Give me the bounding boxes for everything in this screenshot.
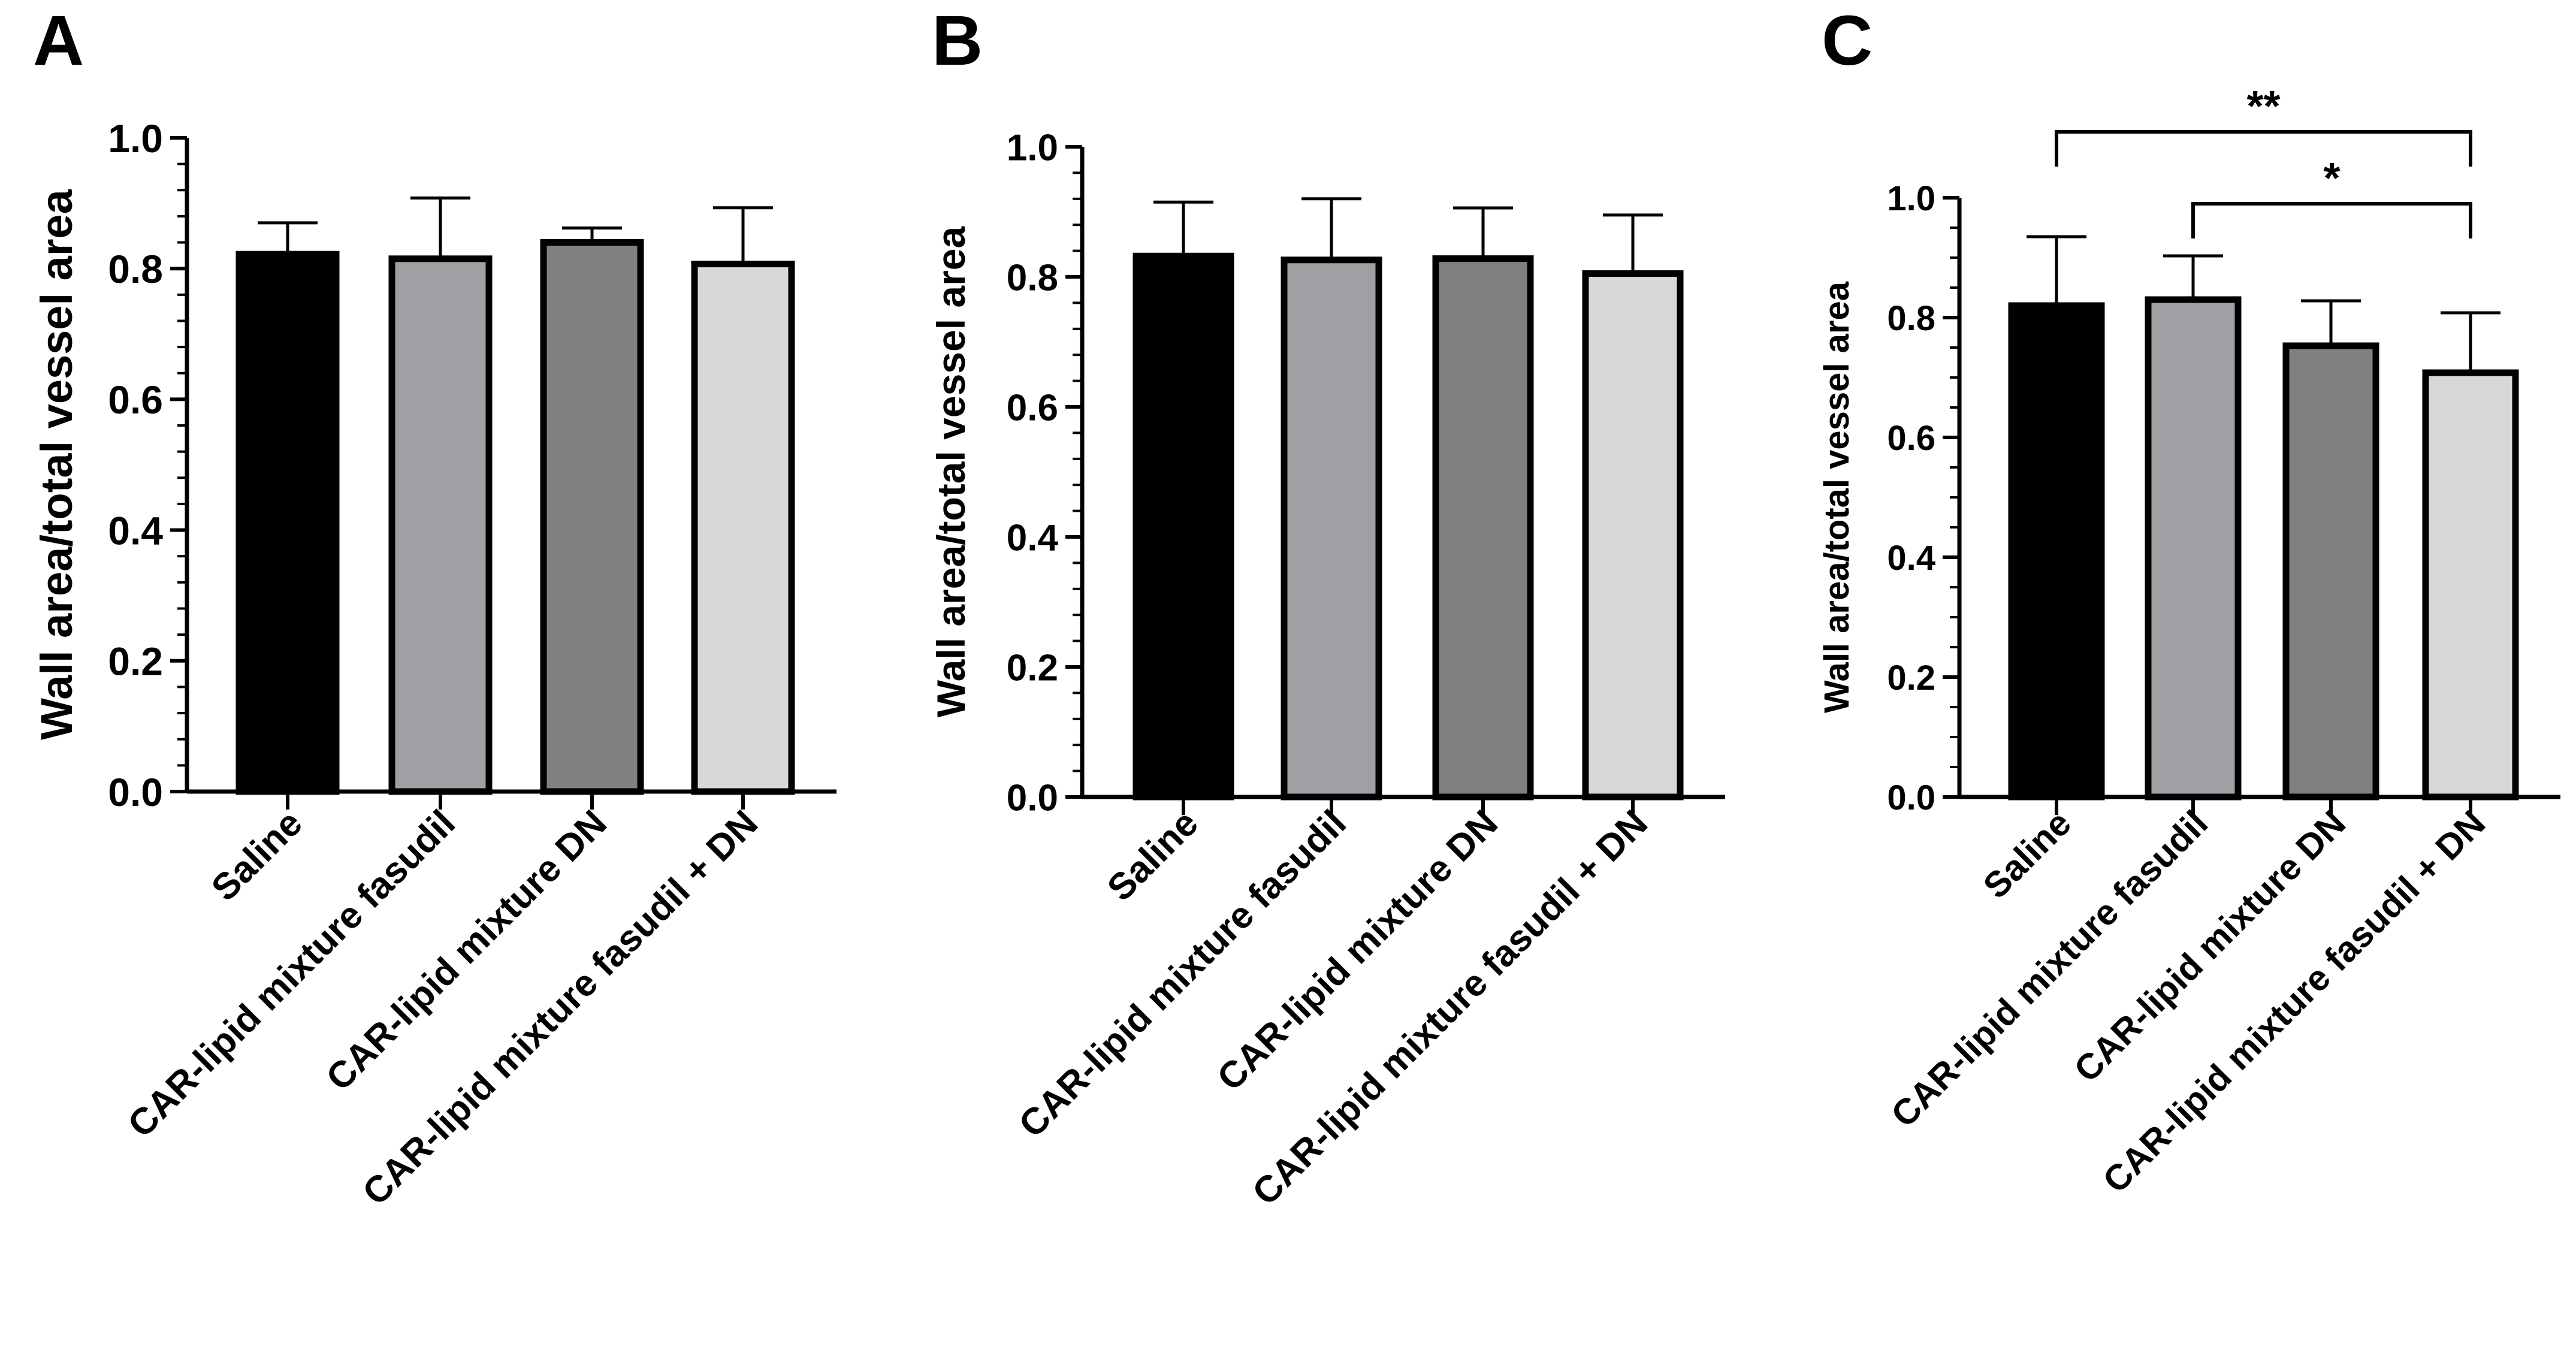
bar	[2282, 342, 2379, 801]
category-label: Saline	[204, 802, 310, 909]
bar	[691, 261, 795, 795]
y-tick-label: 0.4	[108, 508, 163, 552]
y-tick-label: 1.0	[1007, 127, 1058, 168]
y-tick-label: 0.0	[1007, 777, 1058, 819]
significance-label: *	[2323, 155, 2340, 203]
bar	[540, 239, 644, 795]
y-tick-label: 0.2	[1887, 659, 1935, 697]
significance-bracket	[2055, 130, 2472, 167]
y-tick-label: 0.2	[1007, 647, 1058, 688]
y-tick-label: 0.8	[1007, 257, 1058, 298]
y-axis-title: Wall area/total vessel area	[1817, 281, 1856, 713]
y-tick-label: 0.6	[1887, 419, 1935, 458]
y-tick-label: 0.4	[1887, 539, 1935, 578]
bar	[1582, 270, 1684, 801]
bar	[1281, 256, 1382, 801]
y-axis-title: Wall area/total vessel area	[929, 226, 973, 718]
panel-c: C Wall area/total vessel area 0.0 0.2 0.4 0.6…	[1817, 1, 2560, 1201]
y-tick-label: 0.8	[108, 247, 163, 291]
y-axis-title: Wall area/total vessel area	[32, 189, 81, 740]
panel-b: B Wall area/total vessel area 0.0 0.2 0.4 0.6…	[929, 1, 1725, 1213]
significance-label: **	[2246, 83, 2280, 131]
y-tick-label: 0.6	[1007, 387, 1058, 428]
category-label: CAR-lipid mixture fasudil	[120, 802, 463, 1145]
panel-letter: B	[932, 1, 983, 80]
category-label: CAR-lipid mixture DN	[2066, 803, 2353, 1090]
bar	[2145, 296, 2242, 801]
bar	[1133, 252, 1234, 801]
y-tick-label: 1.0	[1887, 179, 1935, 218]
panel-letter: C	[1822, 1, 1873, 80]
bar	[235, 250, 340, 795]
category-label: Saline	[1100, 802, 1206, 909]
panel-a: A Wall area/total vessel area 0.0 0.2 0.4 0.6…	[32, 1, 836, 1213]
y-tick-label: 0.4	[1007, 517, 1059, 558]
category-label: CAR-lipid mixture DN	[318, 802, 615, 1099]
y-tick-label: 0.8	[1887, 299, 1935, 338]
y-tick-label: 0.6	[108, 378, 163, 422]
bar	[2008, 302, 2105, 801]
y-tick-label: 0.2	[108, 639, 163, 684]
category-label: CAR-lipid mixture DN	[1209, 802, 1506, 1099]
bar	[2422, 369, 2519, 801]
panel-letter: A	[33, 1, 84, 80]
y-tick-label: 0.0	[108, 770, 163, 814]
category-label: Saline	[1976, 803, 2079, 906]
y-tick-label: 0.0	[1887, 778, 1935, 817]
significance-bracket	[2191, 202, 2472, 238]
bar	[388, 255, 493, 795]
y-tick-label: 1.0	[108, 116, 163, 161]
bar	[1432, 255, 1534, 801]
